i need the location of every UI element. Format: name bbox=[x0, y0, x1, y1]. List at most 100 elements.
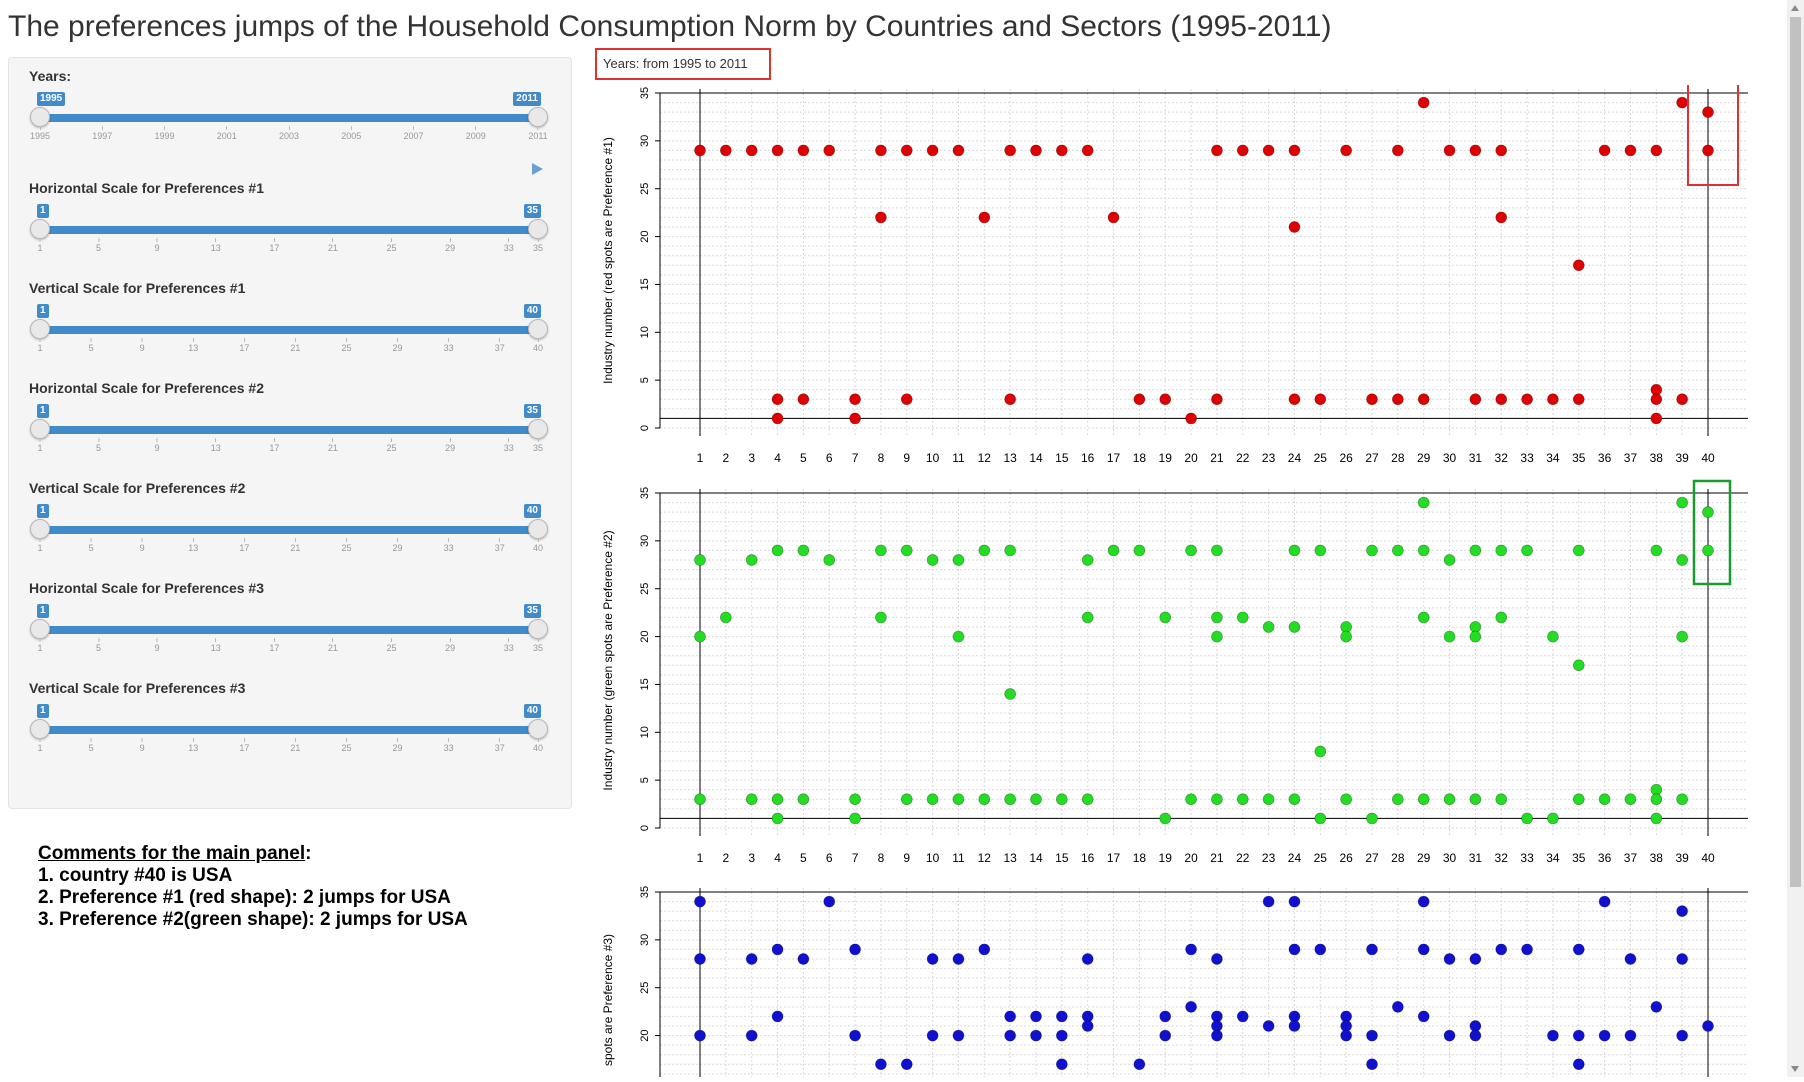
data-point bbox=[849, 412, 861, 425]
data-point bbox=[1572, 259, 1585, 272]
data-point bbox=[1366, 943, 1378, 956]
x-tick-label: 27 bbox=[1365, 451, 1379, 465]
slider-min-handle[interactable] bbox=[30, 719, 50, 739]
slider-min-value: 1 bbox=[37, 504, 49, 518]
data-point bbox=[1340, 793, 1353, 806]
data-point bbox=[823, 895, 836, 908]
data-point bbox=[1417, 895, 1430, 908]
data-point bbox=[1495, 943, 1508, 956]
slider-ticks: 1 5 9 13 17 21 25 29 33 35 bbox=[37, 638, 543, 656]
x-tick-label: 37 bbox=[1624, 851, 1638, 865]
data-point bbox=[1598, 895, 1611, 908]
slider-tick-label: 40 bbox=[533, 338, 543, 353]
data-point bbox=[1469, 544, 1482, 557]
slider-min-handle[interactable] bbox=[30, 107, 50, 127]
y-tick-label: 15 bbox=[639, 278, 651, 290]
slider-min-handle[interactable] bbox=[30, 419, 50, 439]
data-point bbox=[926, 144, 939, 157]
slider-tick-label: 33 bbox=[504, 638, 514, 653]
play-icon[interactable] bbox=[532, 163, 543, 175]
y-tick-label: 0 bbox=[639, 825, 651, 831]
data-point bbox=[1366, 812, 1378, 825]
scroll-thumb[interactable] bbox=[1790, 17, 1801, 887]
y-axis-label: Industry number (green spots are Prefere… bbox=[601, 530, 615, 790]
x-tick-label: 22 bbox=[1236, 851, 1250, 865]
x-tick-label: 16 bbox=[1081, 451, 1095, 465]
comments-title: Comments for the main panel bbox=[38, 843, 306, 864]
slider-max-handle[interactable] bbox=[528, 419, 548, 439]
scroll-down-arrow-icon[interactable] bbox=[1791, 1066, 1799, 1072]
data-point bbox=[1288, 393, 1301, 406]
data-point bbox=[771, 1010, 784, 1023]
slider-min-value: 1 bbox=[37, 404, 49, 418]
slider-max-handle[interactable] bbox=[528, 107, 548, 127]
slider-horizontal-scale-pref2[interactable]: Horizontal Scale for Preferences #2 1 35 1 5… bbox=[29, 380, 549, 470]
slider-label: Years: bbox=[29, 68, 72, 84]
slider-tick-label: 5 bbox=[96, 238, 101, 253]
x-tick-label: 9 bbox=[903, 851, 910, 865]
x-tick-label: 20 bbox=[1184, 451, 1198, 465]
data-point bbox=[978, 943, 991, 956]
slider-range-bar[interactable] bbox=[40, 726, 538, 734]
data-point bbox=[1650, 144, 1663, 157]
slider-horizontal-scale-pref3[interactable]: Horizontal Scale for Preferences #3 1 35 1 5… bbox=[29, 580, 549, 670]
x-tick-label: 13 bbox=[1003, 451, 1017, 465]
slider-vertical-scale-pref2[interactable]: Vertical Scale for Preferences #2 1 40 1 5 9 1… bbox=[29, 480, 549, 570]
slider-min-handle[interactable] bbox=[30, 319, 50, 339]
page-scrollbar[interactable] bbox=[1787, 0, 1804, 1077]
data-point bbox=[1262, 895, 1275, 908]
slider-tick-label: 13 bbox=[188, 738, 198, 753]
data-point bbox=[1650, 812, 1663, 825]
data-point bbox=[849, 812, 861, 825]
slider-max-handle[interactable] bbox=[528, 619, 548, 639]
x-tick-label: 4 bbox=[774, 851, 781, 865]
data-point bbox=[1159, 393, 1172, 406]
slider-max-handle[interactable] bbox=[528, 319, 548, 339]
slider-ticks: 1 5 9 13 17 21 25 29 33 35 bbox=[37, 238, 543, 256]
x-tick-label: 3 bbox=[748, 451, 755, 465]
slider-range-bar[interactable] bbox=[40, 114, 538, 122]
slider-vertical-scale-pref3[interactable]: Vertical Scale for Preferences #3 1 40 1 5 9 1… bbox=[29, 680, 549, 770]
slider-max-handle[interactable] bbox=[528, 519, 548, 539]
slider-range-bar[interactable] bbox=[40, 226, 538, 234]
x-tick-label: 8 bbox=[878, 851, 885, 865]
slider-range-bar[interactable] bbox=[40, 426, 538, 434]
slider-range-bar[interactable] bbox=[40, 626, 538, 634]
slider-tick-label: 13 bbox=[188, 338, 198, 353]
data-point bbox=[1624, 1029, 1637, 1042]
slider-vertical-scale-pref1[interactable]: Vertical Scale for Preferences #1 1 40 1 5 9 1… bbox=[29, 280, 549, 370]
slider-min-handle[interactable] bbox=[30, 619, 50, 639]
x-tick-label: 31 bbox=[1469, 451, 1483, 465]
data-point bbox=[952, 1029, 965, 1042]
slider-min-handle[interactable] bbox=[30, 219, 50, 239]
data-point bbox=[1107, 211, 1120, 224]
scroll-up-arrow-icon[interactable] bbox=[1791, 5, 1799, 11]
slider-max-handle[interactable] bbox=[528, 219, 548, 239]
data-point bbox=[1366, 393, 1378, 406]
x-tick-label: 21 bbox=[1210, 451, 1224, 465]
x-tick-label: 10 bbox=[926, 451, 940, 465]
data-point bbox=[1572, 544, 1585, 557]
slider-tick-label: 5 bbox=[96, 638, 101, 653]
slider-range-bar[interactable] bbox=[40, 526, 538, 534]
slider-max-handle[interactable] bbox=[528, 719, 548, 739]
slider-horizontal-scale-pref1[interactable]: Horizontal Scale for Preferences #1 1 35 1 5… bbox=[29, 180, 549, 270]
slider-range-bar[interactable] bbox=[40, 326, 538, 334]
slider-min-handle[interactable] bbox=[30, 519, 50, 539]
slider-tick-label: 13 bbox=[188, 538, 198, 553]
data-point bbox=[1211, 953, 1223, 965]
slider-tick-label: 1 bbox=[37, 738, 42, 753]
slider-tick-label: 25 bbox=[387, 438, 397, 453]
x-tick-label: 32 bbox=[1495, 851, 1509, 865]
slider-years[interactable]: Years: 1995 2011 1995 1997 1999 2001 2003 2005 20… bbox=[29, 68, 549, 175]
data-point bbox=[1443, 144, 1456, 157]
plot-area: 0 5 10 15 20 25 30 35 Industry number (red spots… bbox=[598, 71, 1778, 1077]
slider-tick-label: 29 bbox=[392, 338, 402, 353]
x-tick-label: 20 bbox=[1184, 851, 1198, 865]
y-axis-label: spots are Preference #3) bbox=[601, 934, 615, 1066]
x-tick-label: 11 bbox=[952, 851, 965, 865]
slider-tick-label: 9 bbox=[140, 538, 145, 553]
slider-label: Vertical Scale for Preferences #3 bbox=[29, 680, 246, 696]
x-tick-label: 36 bbox=[1598, 451, 1612, 465]
x-tick-label: 19 bbox=[1159, 451, 1173, 465]
